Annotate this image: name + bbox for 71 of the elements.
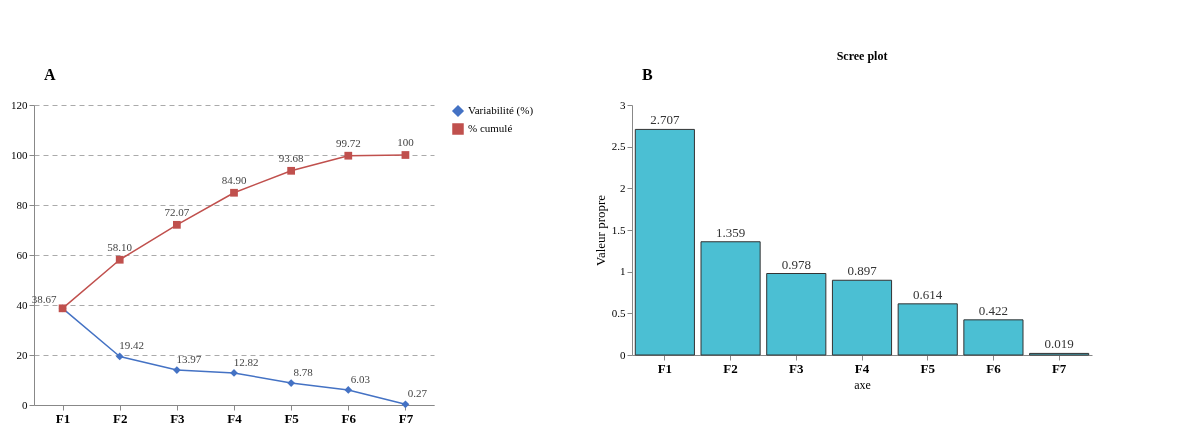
text: A (44, 66, 56, 83)
x-tick-label: F6 (986, 360, 1002, 376)
data-label: 0.978 (781, 256, 811, 272)
y-tick-label: 2 (620, 181, 626, 194)
data-label: 19.42 (119, 339, 145, 352)
data-label: 0.614 (913, 286, 943, 302)
point (115, 255, 124, 264)
x-tick-label: F4 (227, 410, 243, 426)
data-label: 93.68 (278, 151, 305, 164)
data-label: 100 (397, 136, 415, 148)
bar (766, 273, 827, 356)
x-tick-label: F7 (398, 410, 414, 426)
y-tick-label: 100 (11, 148, 28, 161)
y-tick-label: 40 (16, 298, 28, 311)
x-tick-label: F1 (55, 410, 71, 426)
x-tick-label: F3 (789, 360, 804, 376)
x-tick-label: F4 (854, 360, 870, 376)
data-label: 0.019 (1044, 336, 1074, 352)
data-label: 12.82 (233, 355, 259, 368)
data-label: 99.72 (335, 136, 361, 149)
y-tick-label: 20 (16, 348, 28, 361)
x-tick-label: F2 (723, 360, 738, 376)
data-label: 2.707 (650, 112, 680, 128)
bar (831, 279, 893, 356)
point (344, 386, 353, 394)
x-tick-label: F5 (920, 360, 936, 376)
point (287, 166, 296, 175)
x-tick-label: F2 (112, 410, 128, 426)
y-tick-label: 0.5 (611, 306, 626, 319)
point (287, 379, 296, 387)
y-tick-label: 60 (16, 248, 28, 261)
bar (634, 128, 695, 356)
legend-label: % cumulé (468, 122, 513, 134)
point (230, 188, 238, 197)
x-tick-label: F1 (657, 360, 673, 376)
data-label: 0.27 (407, 387, 428, 400)
point (115, 352, 124, 361)
text: B (642, 66, 653, 83)
x-tick-label: F6 (341, 410, 357, 426)
y-tick-label: 2.5 (611, 140, 626, 153)
point (401, 151, 410, 159)
point (172, 366, 181, 374)
y-tick-label: 0 (22, 398, 28, 411)
data-label: 72.07 (164, 205, 190, 218)
data-label: 0.422 (978, 302, 1009, 318)
data-label: 84.90 (221, 173, 247, 186)
legend-label: Variabilité (%) (468, 104, 534, 117)
y-tick-label: 1.5 (611, 223, 626, 236)
bar (700, 241, 761, 356)
point (172, 220, 181, 229)
bar (963, 319, 1024, 356)
data-label: 1.359 (715, 224, 746, 240)
x-tick-label: F5 (284, 410, 300, 426)
point (344, 151, 353, 160)
y-tick-label: 80 (16, 198, 28, 211)
data-label: 8.78 (293, 366, 314, 379)
y-tick-label: 1 (620, 265, 626, 278)
data-label: 0.897 (847, 263, 878, 279)
data-label: 13.97 (176, 353, 202, 366)
y-axis-title: Valeur propre (592, 194, 608, 267)
data-label: 58.10 (107, 240, 133, 253)
bar (897, 303, 958, 356)
x-axis-title: axe (854, 377, 871, 392)
x-tick-label: F3 (170, 410, 186, 426)
x-tick-label: F7 (1051, 360, 1067, 376)
chart-title: Scree plot (836, 49, 888, 63)
y-tick-label: 120 (11, 98, 28, 111)
y-tick-label: 3 (620, 98, 626, 111)
point (401, 400, 410, 409)
y-tick-label: 0 (620, 348, 626, 361)
data-label: 6.03 (350, 372, 371, 385)
